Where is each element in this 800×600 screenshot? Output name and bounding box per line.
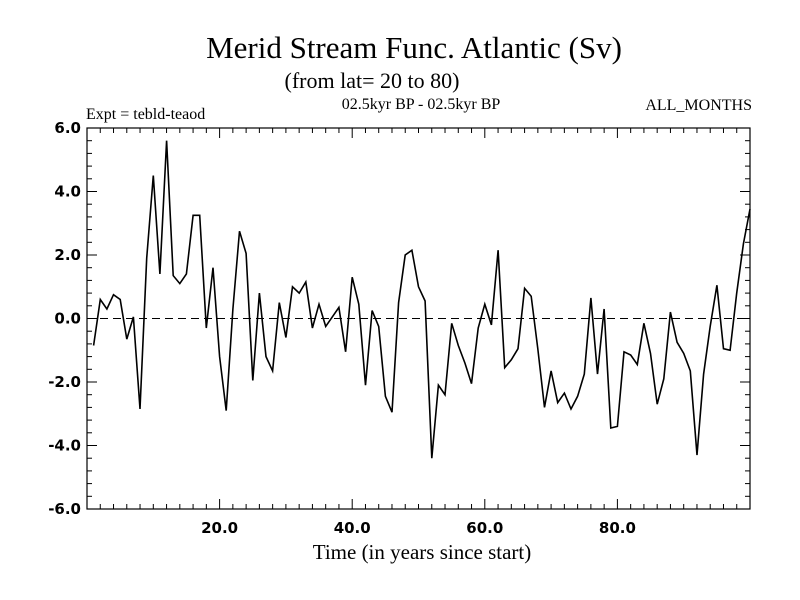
chart-title: Merid Stream Func. Atlantic (Sv) — [206, 30, 622, 65]
y-tick-label: 4.0 — [54, 183, 81, 201]
y-tick-label: 2.0 — [54, 246, 81, 264]
x-tick-label: 40.0 — [334, 519, 371, 537]
period-label: 02.5kyr BP - 02.5kyr BP — [342, 96, 501, 113]
y-tick-label: 0.0 — [54, 310, 81, 328]
y-tick-label: -4.0 — [48, 437, 81, 455]
y-tick-label: -6.0 — [48, 500, 81, 518]
y-tick-label: 6.0 — [54, 119, 81, 137]
experiment-label: Expt = tebld-teaod — [86, 106, 205, 123]
months-label: ALL_MONTHS — [645, 97, 752, 114]
y-tick-label: -2.0 — [48, 373, 81, 391]
x-tick-label: 20.0 — [201, 519, 238, 537]
x-axis-label: Time (in years since start) — [313, 540, 532, 564]
plot-area: 20.0 40.0 60.0 80.0 6.0 4.0 2.0 0.0 -2.0 -4.0 -6.0 — [48, 119, 751, 537]
x-tick-label: 60.0 — [466, 519, 503, 537]
chart-subtitle: (from lat= 20 to 80) — [285, 68, 460, 93]
x-tick-label: 80.0 — [599, 519, 636, 537]
series-line — [92, 140, 751, 459]
